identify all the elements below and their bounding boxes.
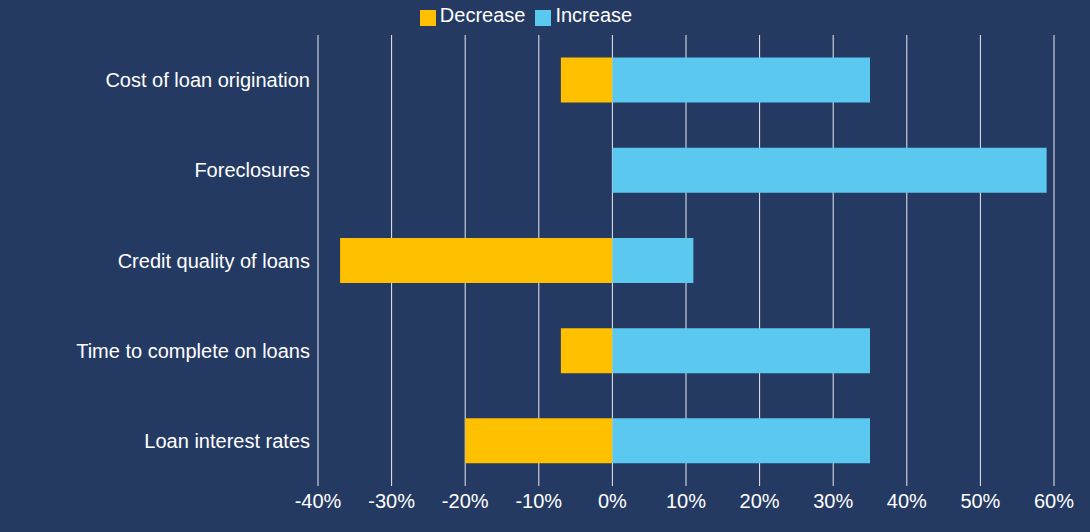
svg-text:50%: 50%	[960, 490, 1000, 512]
html-text:Decrease: Decrease	[439, 4, 526, 26]
svg-text:10%: 10%	[666, 490, 706, 512]
svg-text:Credit quality of loans: Credit quality of loans	[118, 250, 310, 272]
svg-text:-30%: -30%	[368, 490, 415, 512]
svg-text:-10%: -10%	[515, 490, 562, 512]
svg-text:60%: 60%	[1034, 490, 1074, 512]
html-text:Increase: Increase	[555, 4, 633, 26]
svg-text:30%: 30%	[813, 490, 853, 512]
svg-text:Foreclosures: Foreclosures	[194, 159, 310, 181]
svg-text:-40%: -40%	[295, 490, 342, 512]
svg-text:-20%: -20%	[442, 490, 489, 512]
svg-text:Cost of loan origination: Cost of loan origination	[105, 69, 310, 91]
svg-text:40%: 40%	[887, 490, 927, 512]
svg-text:20%: 20%	[740, 490, 780, 512]
svg-text:Time to complete on loans: Time to complete on loans	[76, 340, 310, 362]
svg-text:0%: 0%	[598, 490, 627, 512]
svg-text:Loan interest rates: Loan interest rates	[144, 430, 310, 452]
